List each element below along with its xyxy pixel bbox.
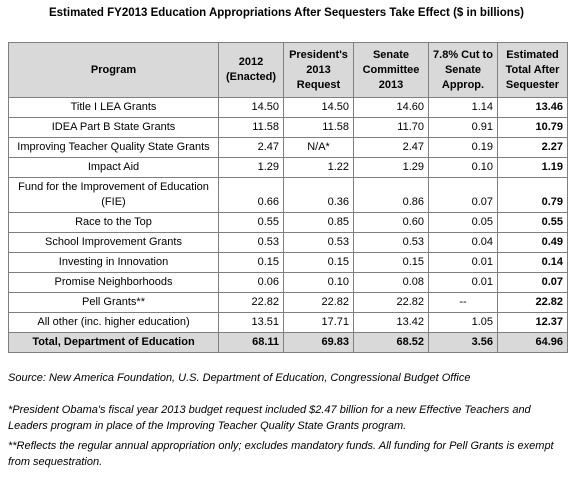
program-cell: All other (inc. higher education): [8, 312, 219, 333]
value-cell: 0.10: [283, 272, 354, 293]
program-cell: Race to the Top: [8, 212, 219, 233]
value-cell: 3.56: [428, 332, 498, 353]
value-cell: 1.22: [283, 157, 354, 178]
value-cell: 1.05: [428, 312, 498, 333]
value-cell: 10.79: [497, 117, 568, 138]
program-cell: Total, Department of Education: [8, 332, 219, 353]
table-body: Title I LEA Grants 14.50 14.50 14.60 1.14 13.…: [8, 97, 568, 353]
program-cell: Improving Teacher Quality State Grants: [8, 137, 219, 158]
program-cell: IDEA Part B State Grants: [8, 117, 219, 138]
column-header: Senate Committee 2013: [353, 42, 429, 98]
value-cell: 12.37: [497, 312, 568, 333]
value-cell: 0.55: [497, 212, 568, 233]
value-cell: 0.10: [428, 157, 498, 178]
value-cell: 0.19: [428, 137, 498, 158]
value-cell: 0.36: [283, 177, 354, 213]
value-cell: 2.47: [218, 137, 284, 158]
title: Estimated FY2013 Education Appropriation…: [48, 7, 524, 19]
value-cell: 1.29: [218, 157, 284, 178]
program-cell: School Improvement Grants: [8, 232, 219, 253]
source: Source: New America Foundation, U.S. Dep…: [8, 372, 471, 384]
value-cell: 0.06: [218, 272, 284, 293]
value-cell: 0.15: [283, 252, 354, 273]
column-header: Program: [8, 42, 219, 98]
program-cell: Fund for the Improvement of Education (F…: [8, 177, 219, 213]
table-row: Title I LEA Grants 14.50 14.50 14.60 1.14 13.…: [8, 97, 568, 118]
table-row: All other (inc. higher education) 13.51 17…: [8, 312, 568, 333]
table-row: IDEA Part B State Grants 11.58 11.58 11.70 0…: [8, 117, 568, 138]
value-cell: 0.55: [218, 212, 284, 233]
value-cell: 22.82: [218, 292, 284, 313]
value-cell: 0.86: [353, 177, 429, 213]
value-cell: 22.82: [497, 292, 568, 313]
program-cell: Investing in Innovation: [8, 252, 219, 273]
table-row: School Improvement Grants 0.53 0.53 0.53 0.0…: [8, 232, 568, 253]
appropriations-table: Program 2012 (Enacted) President's 2013 Re…: [8, 42, 568, 353]
column-header: 2012 (Enacted): [218, 42, 284, 98]
header-row: Program 2012 (Enacted) President's 2013 Re…: [8, 42, 568, 98]
table-row: Impact Aid 1.29 1.22 1.29 0.10 1.19: [8, 157, 568, 178]
value-cell: 22.82: [283, 292, 354, 313]
footnote: **Reflects the regular annual appropriat…: [8, 440, 554, 468]
value-cell: 0.79: [497, 177, 568, 213]
value-cell: 1.14: [428, 97, 498, 118]
column-header: 7.8% Cut to Senate Approp.: [428, 42, 498, 98]
value-cell: 13.51: [218, 312, 284, 333]
table-row: Pell Grants** 22.82 22.82 22.82 -- 22.82: [8, 292, 568, 313]
table-row: Investing in Innovation 0.15 0.15 0.15 0.01 0…: [8, 252, 568, 273]
value-cell: 0.14: [497, 252, 568, 273]
column-header: President's 2013 Request: [283, 42, 354, 98]
value-cell: 11.58: [218, 117, 284, 138]
value-cell: 68.11: [218, 332, 284, 353]
value-cell: 0.91: [428, 117, 498, 138]
value-cell: 0.53: [353, 232, 429, 253]
value-cell: 1.29: [353, 157, 429, 178]
value-cell: 13.46: [497, 97, 568, 118]
value-cell: 14.60: [353, 97, 429, 118]
value-cell: 0.15: [218, 252, 284, 273]
value-cell: 0.01: [428, 252, 498, 273]
value-cell: 68.52: [353, 332, 429, 353]
table-row: Promise Neighborhoods 0.06 0.10 0.08 0.01 0.0…: [8, 272, 568, 293]
program-cell: Title I LEA Grants: [8, 97, 219, 118]
value-cell: 0.07: [428, 177, 498, 213]
value-cell: 0.08: [353, 272, 429, 293]
value-cell: 0.15: [353, 252, 429, 273]
value-cell: 0.49: [497, 232, 568, 253]
value-cell: 0.07: [497, 272, 568, 293]
table-row: Race to the Top 0.55 0.85 0.60 0.05 0.55: [8, 212, 568, 233]
value-cell: --: [428, 292, 498, 313]
table-row: Total, Department of Education 68.11 69.83…: [8, 332, 568, 353]
value-cell: 0.05: [428, 212, 498, 233]
program-cell: Impact Aid: [8, 157, 219, 178]
value-cell: 11.58: [283, 117, 354, 138]
value-cell: 0.53: [218, 232, 284, 253]
column-header: Estimated Total After Sequester: [497, 42, 568, 98]
value-cell: 22.82: [353, 292, 429, 313]
value-cell: 14.50: [283, 97, 354, 118]
value-cell: 1.19: [497, 157, 568, 178]
table-row: Improving Teacher Quality State Grants 2.…: [8, 137, 568, 158]
program-cell: Promise Neighborhoods: [8, 272, 219, 293]
value-cell: 69.83: [283, 332, 354, 353]
footnote: *President Obama's fiscal year 2013 budg…: [8, 404, 531, 432]
value-cell: 14.50: [218, 97, 284, 118]
value-cell: N/A*: [283, 137, 354, 158]
value-cell: 0.53: [283, 232, 354, 253]
table-header: Program 2012 (Enacted) President's 2013 Re…: [8, 42, 568, 98]
table-row: Fund for the Improvement of Education (F…: [8, 177, 568, 213]
value-cell: 0.04: [428, 232, 498, 253]
value-cell: 2.47: [353, 137, 429, 158]
value-cell: 0.66: [218, 177, 284, 213]
value-cell: 2.27: [497, 137, 568, 158]
program-cell: Pell Grants**: [8, 292, 219, 313]
value-cell: 13.42: [353, 312, 429, 333]
value-cell: 11.70: [353, 117, 429, 138]
value-cell: 0.85: [283, 212, 354, 233]
value-cell: 0.01: [428, 272, 498, 293]
value-cell: 0.60: [353, 212, 429, 233]
value-cell: 17.71: [283, 312, 354, 333]
value-cell: 64.96: [497, 332, 568, 353]
